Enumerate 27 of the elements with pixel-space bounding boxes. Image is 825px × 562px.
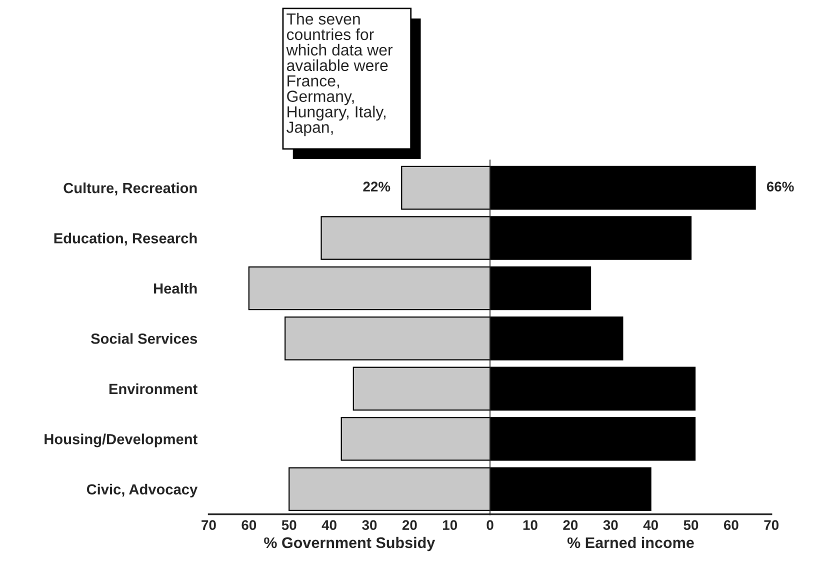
x-tick-label: 40 xyxy=(643,520,658,530)
y-tick-label: Health xyxy=(154,282,197,294)
y-tick-label: Culture, Recreation xyxy=(64,182,197,196)
y-tick-label: Education, Research xyxy=(54,232,197,246)
x-tick-label: 10 xyxy=(443,520,458,530)
x-tick-label: 50 xyxy=(684,520,698,530)
y-tick-label: Environment xyxy=(109,383,198,394)
data-label: 22% xyxy=(363,182,390,192)
x-tick-label: 10 xyxy=(523,520,538,530)
x-tick-label: 70 xyxy=(202,520,216,530)
y-tick-label: Housing/Development xyxy=(44,434,198,448)
x-tick-label: 30 xyxy=(362,520,377,530)
x-tick-label: 60 xyxy=(724,520,738,530)
x-axis-title: % Earned income xyxy=(567,536,694,548)
text: The seven countries for which data wer available were France, Germany, Hungary, Italy, Japan, xyxy=(286,12,393,136)
x-tick-label: 40 xyxy=(322,520,336,530)
y-tick-label: Civic, Advocacy xyxy=(86,484,198,498)
x-tick-label: 50 xyxy=(282,520,296,530)
x-tick-label: 30 xyxy=(603,520,618,530)
x-tick-label: 20 xyxy=(563,520,578,530)
y-tick-label: Social Services xyxy=(91,333,198,344)
x-tick-label: 20 xyxy=(402,520,417,530)
x-tick-label: 0 xyxy=(486,520,494,530)
x-axis-title: % Government Subsidy xyxy=(264,536,436,552)
x-tick-label: 70 xyxy=(764,520,779,530)
x-tick-label: 60 xyxy=(242,520,256,530)
data-label: 66% xyxy=(766,182,794,192)
